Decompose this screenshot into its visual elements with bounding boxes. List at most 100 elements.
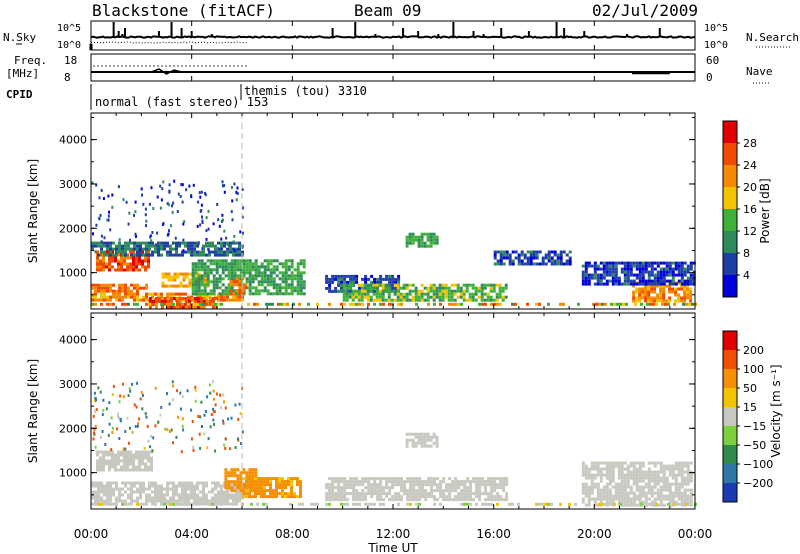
data-cell (471, 286, 475, 290)
data-cell (302, 283, 306, 287)
data-cell (109, 289, 112, 293)
data-cell (206, 271, 210, 275)
data-cell (641, 296, 645, 300)
data-cell (142, 295, 145, 299)
data-cell (688, 302, 691, 306)
data-cell (127, 493, 130, 497)
data-cell (112, 487, 115, 491)
data-cell (599, 276, 603, 280)
data-cell (245, 280, 249, 284)
data-cell (340, 289, 344, 293)
data-cell (610, 502, 613, 506)
data-cell (629, 261, 633, 265)
data-cell (459, 292, 463, 296)
data-cell (121, 283, 124, 287)
data-cell (248, 474, 252, 478)
data-cell (169, 253, 172, 257)
data-cell (220, 499, 223, 503)
data-cell (184, 490, 187, 494)
data-cell (647, 284, 651, 288)
data-cell (275, 480, 278, 484)
data-cell (266, 262, 270, 266)
data-cell (608, 491, 612, 495)
data-cell (613, 302, 616, 306)
data-cell (608, 261, 612, 265)
data-cell (129, 262, 132, 266)
data-cell (220, 493, 223, 497)
data-cell (241, 430, 244, 434)
data-cell (674, 273, 678, 277)
data-cell (331, 280, 335, 284)
data-cell (184, 303, 188, 306)
data-cell (299, 259, 303, 263)
data-cell (337, 492, 341, 496)
data-cell (433, 489, 437, 493)
data-cell (106, 298, 109, 302)
data-cell (608, 464, 612, 468)
data-cell (674, 488, 678, 492)
data-cell (224, 406, 227, 410)
data-cell (298, 502, 301, 506)
data-cell (480, 286, 484, 290)
data-cell (232, 496, 235, 500)
data-cell (102, 408, 105, 412)
data-cell (328, 483, 332, 487)
data-cell (427, 302, 430, 306)
data-cell (505, 480, 509, 484)
data-cell (602, 488, 606, 492)
data-cell (349, 480, 353, 484)
data-cell (99, 390, 102, 394)
data-cell (397, 277, 401, 281)
data-cell (602, 270, 606, 274)
data-cell (436, 486, 440, 490)
data-cell (178, 481, 181, 485)
data-cell (596, 491, 600, 495)
data-cell (109, 502, 112, 506)
data-cell (459, 289, 463, 293)
data-cell (136, 241, 139, 245)
data-cell (382, 289, 386, 293)
data-cell (217, 292, 220, 296)
data-cell (136, 253, 139, 257)
data-cell (388, 277, 392, 281)
data-cell (680, 264, 684, 268)
data-cell (230, 277, 234, 281)
data-cell (641, 273, 645, 277)
data-cell (302, 286, 306, 290)
data-cell (493, 262, 497, 266)
data-cell (626, 500, 630, 504)
data-cell (108, 259, 111, 263)
data-cell (133, 484, 136, 488)
data-cell (251, 471, 255, 475)
data-cell (451, 302, 454, 306)
data-cell (659, 494, 663, 498)
data-cell (565, 253, 569, 257)
data-cell (438, 289, 442, 293)
data-cell (254, 480, 257, 484)
data-cell (388, 280, 392, 284)
data-cell (196, 502, 199, 506)
data-cell (196, 302, 199, 306)
data-cell (611, 464, 615, 468)
data-cell (245, 480, 248, 484)
data-cell (364, 477, 368, 481)
data-cell (136, 247, 139, 251)
data-cell (220, 250, 223, 254)
data-cell (361, 492, 365, 496)
data-cell (363, 289, 367, 293)
data-cell (184, 244, 187, 248)
data-cell (187, 493, 190, 497)
data-cell (139, 397, 142, 401)
data-cell (136, 381, 139, 385)
data-cell (487, 480, 491, 484)
data-cell (355, 502, 358, 506)
data-cell (209, 289, 213, 293)
data-cell (460, 495, 464, 499)
data-cell (448, 486, 452, 490)
data-cell (439, 502, 442, 506)
data-cell (290, 271, 294, 275)
data-cell (120, 468, 123, 472)
data-cell (257, 292, 261, 296)
data-cell (656, 479, 660, 483)
data-cell (469, 492, 473, 496)
